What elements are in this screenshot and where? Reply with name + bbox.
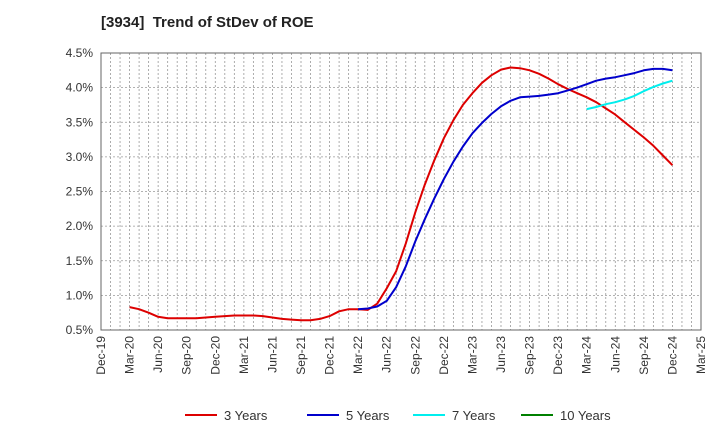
x-tick-label: Sep-22: [408, 336, 422, 375]
x-tick-label: Mar-20: [123, 336, 137, 374]
chart-title: [3934] Trend of StDev of ROE: [101, 14, 314, 31]
y-axis-ticks: 0.5% 1.0% 1.5% 2.0% 2.5% 3.0% 3.5% 4.0% 4.5%: [66, 46, 94, 337]
legend: 3 Years 5 Years 7 Years 10 Years: [185, 408, 611, 423]
y-tick-label: 3.5%: [66, 115, 94, 129]
x-tick-label: Mar-24: [580, 336, 594, 374]
x-tick-label: Dec-22: [437, 336, 451, 375]
y-tick-label: 4.5%: [66, 46, 94, 60]
x-tick-label: Jun-22: [380, 336, 394, 373]
x-tick-label: Dec-24: [665, 336, 679, 375]
x-tick-label: Dec-19: [94, 336, 108, 375]
y-tick-label: 1.5%: [66, 254, 94, 268]
x-tick-label: Jun-21: [265, 336, 279, 373]
x-tick-label: Mar-25: [694, 336, 708, 374]
legend-label: 10 Years: [560, 408, 611, 423]
x-tick-label: Dec-21: [323, 336, 337, 375]
x-tick-label: Sep-23: [523, 336, 537, 375]
series-line-5-years: [358, 67, 673, 311]
x-tick-label: Mar-23: [465, 336, 479, 374]
x-tick-label: Mar-21: [237, 336, 251, 374]
series-line-3-years: [129, 66, 674, 322]
y-tick-label: 2.0%: [66, 219, 94, 233]
legend-label: 5 Years: [346, 408, 390, 423]
x-tick-label: Sep-21: [294, 336, 308, 375]
x-tick-label: Sep-24: [637, 336, 651, 375]
legend-label: 7 Years: [452, 408, 496, 423]
plot-border: [100, 52, 702, 331]
legend-label: 3 Years: [224, 408, 268, 423]
x-tick-label: Jun-23: [494, 336, 508, 373]
x-tick-label: Dec-23: [551, 336, 565, 375]
y-tick-label: 2.5%: [66, 185, 94, 199]
y-tick-label: 0.5%: [66, 323, 94, 337]
y-tick-label: 3.0%: [66, 150, 94, 164]
x-tick-label: Dec-20: [208, 336, 222, 375]
series-lines: [129, 66, 674, 322]
series-line-7-years: [586, 79, 673, 111]
x-tick-label: Mar-22: [351, 336, 365, 374]
x-tick-label: Jun-24: [608, 336, 622, 373]
y-tick-label: 1.0%: [66, 288, 94, 302]
x-tick-label: Jun-20: [151, 336, 165, 373]
x-tick-label: Sep-20: [180, 336, 194, 375]
x-axis-ticks: Dec-19 Mar-20 Jun-20 Sep-20 Dec-20 Mar-21 Jun-…: [94, 336, 708, 375]
y-tick-label: 4.0%: [66, 81, 94, 95]
